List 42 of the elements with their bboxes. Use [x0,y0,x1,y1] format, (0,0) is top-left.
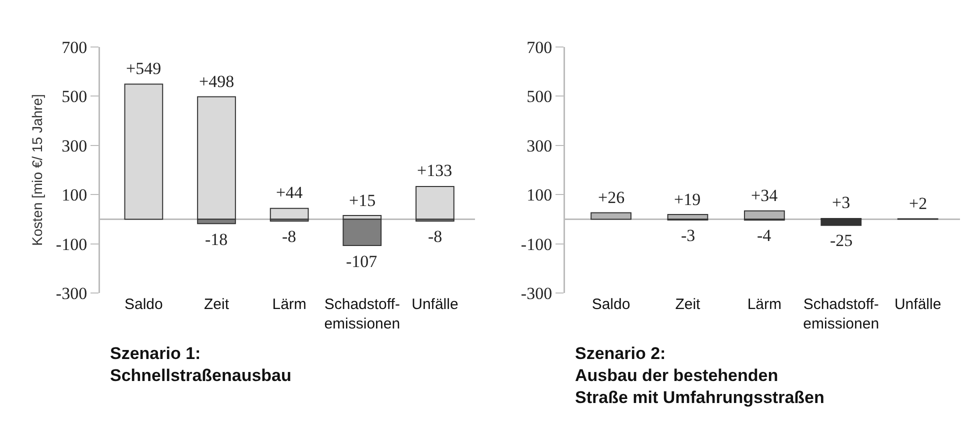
y-tick-label: -300 [520,284,552,303]
data-label: -107 [346,252,378,271]
data-label: +44 [276,183,304,202]
y-tick-label: 100 [526,186,552,205]
data-label: -18 [205,230,228,249]
y-tick-label: -100 [520,234,552,254]
text: Szenario 2: Ausbau der bestehenden Straße mit Umfahrungsstraßen [575,344,824,408]
x-tick-label: Zeit [675,296,702,313]
y-tick-label: 500 [526,87,552,106]
x-tick-label: Unfälle [894,296,942,313]
x-tick-label: Saldo [124,296,163,313]
y-tick-label: 700 [526,38,552,57]
data-label: +133 [417,161,452,180]
data-label: +19 [674,190,701,209]
y-tick-label: -100 [56,234,88,254]
data-label: -8 [428,227,442,246]
y-tick-label: 700 [62,38,88,57]
data-label: -4 [757,226,772,245]
data-label: +34 [751,186,778,205]
x-tick-label: Lärm [272,296,306,313]
data-label: -25 [830,231,853,250]
x-tick-label: Schadstoff- emissionen [324,296,400,332]
data-label: +498 [199,72,234,91]
data-label: +2 [909,194,928,213]
y-tick-label: 300 [62,136,88,156]
y-tick-label: 500 [62,87,88,106]
data-label: +3 [832,193,850,212]
text: Szenario 1: Schnellstraßenausbau [110,344,292,386]
x-tick-label: Lärm [747,296,782,313]
data-label: +26 [598,188,625,207]
data-label: +15 [349,191,376,210]
x-tick-label: Saldo [592,296,630,313]
x-tick-label: Schadstoff- emissionen [803,296,880,332]
x-tick-label: Zeit [204,296,230,313]
y-tick-label: -300 [56,284,88,303]
y-tick-label: 300 [526,136,552,156]
y-tick-label: 100 [62,186,88,205]
x-tick-label: Unfälle [412,296,458,313]
data-label: -3 [681,226,696,245]
data-label: -8 [282,227,296,246]
y-axis-title: Kosten [mio €/ 15 Jahre] [28,94,45,246]
data-label: +549 [126,59,162,78]
